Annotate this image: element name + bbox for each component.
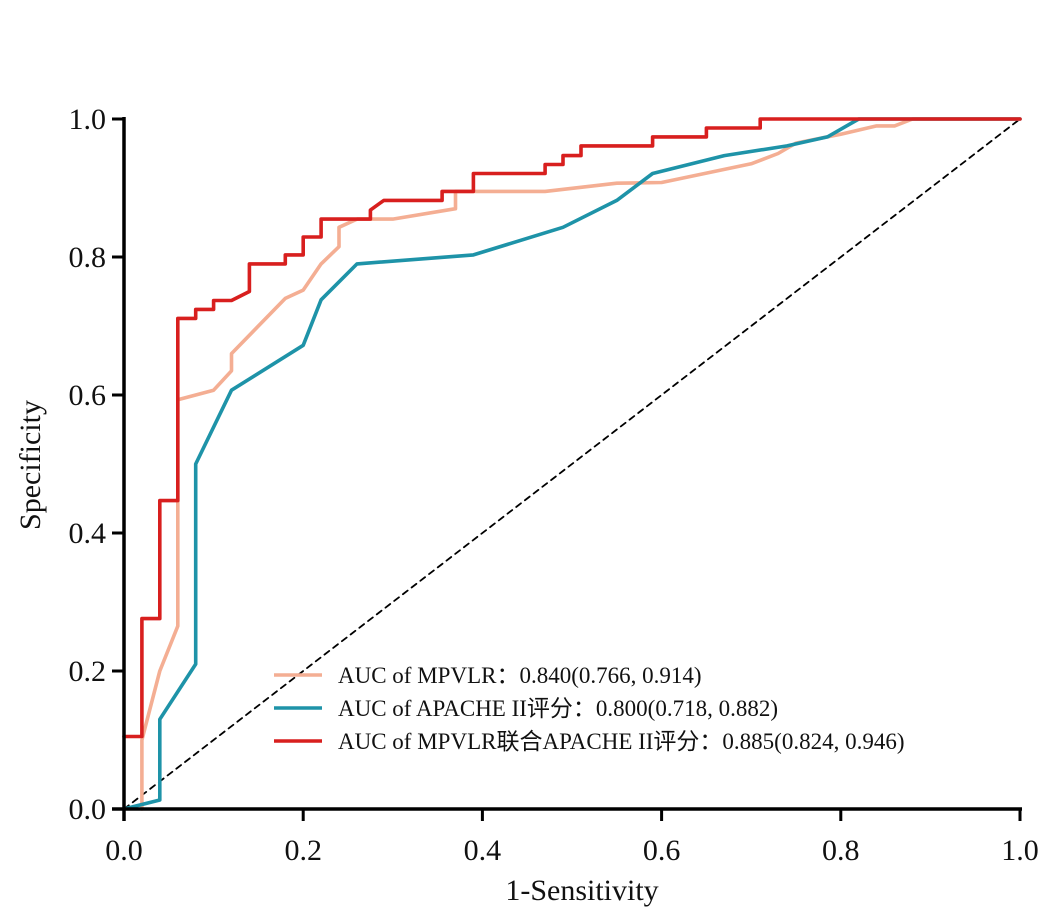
- legend-label: AUC of APACHE II评分：0.800(0.718, 0.882): [338, 696, 778, 721]
- y-tick-label: 0.0: [69, 793, 107, 826]
- axes: [112, 117, 1022, 821]
- y-tick-label: 0.2: [69, 655, 107, 688]
- plot-area: [122, 117, 1022, 811]
- x-tick-label: 1.0: [1001, 834, 1039, 867]
- x-tick-label: 0.2: [284, 834, 322, 867]
- x-tick-label: 0.8: [822, 834, 860, 867]
- y-tick-label: 0.4: [69, 517, 107, 550]
- reference-diagonal-line: [123, 118, 1021, 810]
- x-tick-label: 0.6: [643, 834, 681, 867]
- legend-label: AUC of MPVLR：0.840(0.766, 0.914): [338, 663, 702, 688]
- x-tick-label: 0.4: [464, 834, 502, 867]
- legend: AUC of MPVLR：0.840(0.766, 0.914) AUC of A…: [274, 663, 905, 754]
- x-tick-label: 0.0: [105, 834, 143, 867]
- y-tick-label: 0.6: [69, 379, 107, 412]
- x-axis-title: 1-Sensitivity: [505, 874, 658, 907]
- tick-labels: 0.0 0.2 0.4 0.6 0.8 1.0 0.0 0.2 0.4 0.6 0.8 1.0: [69, 103, 1039, 867]
- series-line-APACHE II评分: [122, 117, 1022, 811]
- tick-marks: [112, 117, 1022, 821]
- y-axis-title: Specificity: [14, 400, 47, 530]
- legend-label: AUC of MPVLR联合APACHE II评分：0.885(0.824, 0…: [338, 729, 905, 754]
- y-tick-label: 0.8: [69, 241, 107, 274]
- series-line-MPVLR联合APACHE II评分: [122, 117, 1022, 739]
- y-tick-label: 1.0: [69, 103, 107, 136]
